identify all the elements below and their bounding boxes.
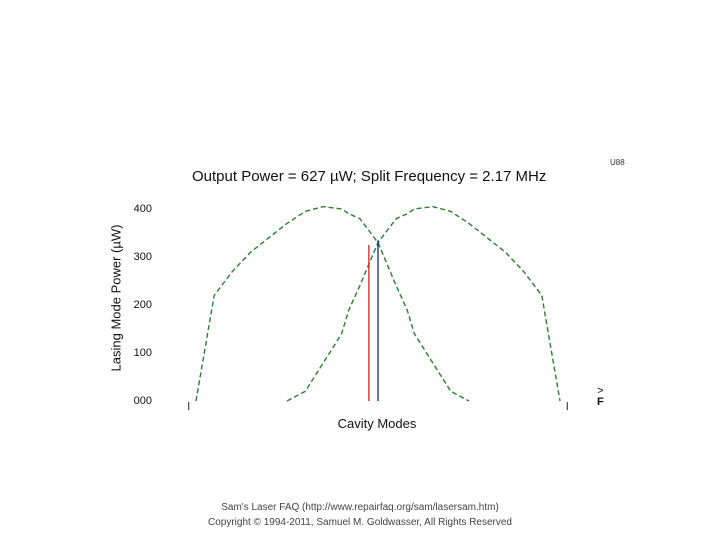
footer-copyright: Copyright © 1994-2011, Samuel M. Goldwas… [208, 517, 512, 528]
y-tick-label: 000 [133, 395, 152, 407]
mode-curve-2 [286, 205, 561, 402]
frequency-arrow-glyph: > [597, 385, 604, 397]
y-tick-label: 300 [133, 251, 152, 263]
mode-curve-1 [195, 205, 470, 402]
footer: Sam's Laser FAQ (http://www.repairfaq.or… [0, 500, 720, 530]
corner-mark: U88 [610, 158, 625, 167]
footer-source: Sam's Laser FAQ (http://www.repairfaq.or… [221, 502, 499, 513]
y-tick-label: 200 [133, 299, 152, 311]
frequency-arrow: > F [597, 386, 604, 408]
y-tick-label: 100 [133, 347, 152, 359]
chart-title: Output Power = 627 µW; Split Frequency =… [192, 168, 547, 185]
y-tick-label: 400 [133, 203, 152, 215]
x-axis-label: Cavity Modes [337, 416, 417, 431]
frequency-arrow-letter: F [597, 396, 604, 408]
